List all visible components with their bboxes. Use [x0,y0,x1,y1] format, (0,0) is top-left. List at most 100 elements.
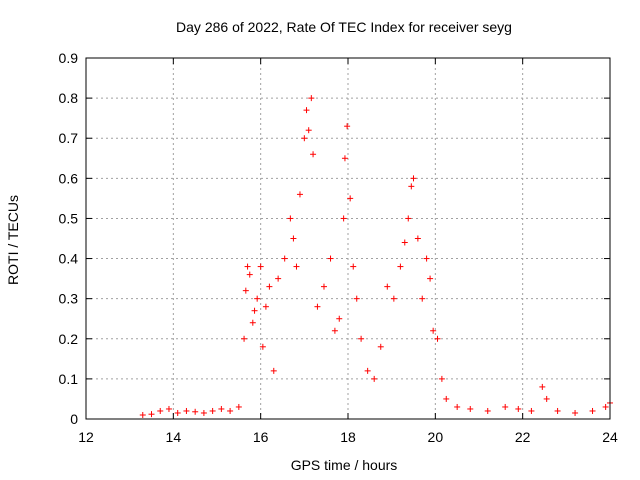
data-point [408,183,415,190]
data-point [336,315,343,322]
y-tick-label: 0.1 [59,371,79,387]
x-tick-label: 22 [515,429,531,445]
data-point [502,403,509,410]
data-point [254,295,261,302]
data-point [227,407,234,414]
data-point [589,407,596,414]
data-point [454,403,461,410]
data-point [218,405,225,412]
y-tick-label: 0.3 [59,291,79,307]
y-tick-label: 0.6 [59,170,79,186]
data-point [430,327,437,334]
x-tick-label: 16 [253,429,269,445]
data-point [266,283,273,290]
data-point [257,263,264,270]
data-point [139,411,146,418]
data-point [192,408,199,415]
data-point [434,335,441,342]
plot-frame [85,57,611,420]
data-point [259,343,266,350]
data-point [308,95,315,102]
axis-ticks: 0 0.1 0.2 0.3 0.4 0.5 0.6 0.7 0.8 0.9 12 14 16 18 20 22… [59,50,618,445]
y-tick-label: 0.4 [59,251,79,267]
data-point [275,275,282,282]
data-point [270,367,277,374]
data-point [539,383,546,390]
data-point [401,239,408,246]
data-point [405,215,412,222]
data-point [350,263,357,270]
data-point [287,215,294,222]
y-axis-label: ROTI / TECUs [5,195,21,285]
data-point [320,283,327,290]
data-point [419,295,426,302]
data-point [157,407,164,414]
data-point [251,307,258,314]
data-point [384,283,391,290]
y-tick-label: 0.8 [59,90,79,106]
chart-title: Day 286 of 2022, Rate Of TEC Index for r… [176,19,512,35]
data-point [209,407,216,414]
data-points [139,95,613,418]
data-point [397,263,404,270]
data-point [241,335,248,342]
data-point [165,405,172,412]
y-tick-label: 0 [70,411,78,427]
data-point [314,303,321,310]
data-point [484,407,491,414]
x-tick-label: 12 [78,429,94,445]
data-point [290,235,297,242]
data-point [353,295,360,302]
data-point [358,335,365,342]
data-point [148,411,155,418]
data-point [515,405,522,412]
data-point [410,175,417,182]
data-point [414,235,421,242]
data-point [174,409,181,416]
data-point [242,287,249,294]
data-point [341,155,348,162]
y-tick-label: 0.5 [59,210,79,226]
x-tick-label: 18 [340,429,356,445]
data-point [438,375,445,382]
data-point [183,407,190,414]
data-point [528,407,535,414]
data-point [572,409,579,416]
data-point [331,327,338,334]
data-point [246,271,253,278]
data-point [310,151,317,158]
data-point [244,263,251,270]
data-point [543,395,550,402]
data-point [602,403,609,410]
grid-lines [86,58,610,419]
x-tick-label: 20 [428,429,444,445]
data-point [296,191,303,198]
data-point [423,255,430,262]
data-point [293,263,300,270]
data-point [305,127,312,134]
data-point [554,407,561,414]
data-point [281,255,288,262]
data-point [390,295,397,302]
data-point [327,255,334,262]
data-point [200,409,207,416]
x-axis-label: GPS time / hours [291,457,398,473]
data-point [303,107,310,114]
data-point [262,303,269,310]
y-tick-label: 0.9 [59,50,79,66]
data-point [377,343,384,350]
data-point [427,275,434,282]
data-point [301,135,308,142]
data-point [344,123,351,130]
y-tick-label: 0.2 [59,331,79,347]
data-point [443,395,450,402]
data-point [235,403,242,410]
y-tick-label: 0.7 [59,130,79,146]
data-point [467,405,474,412]
data-point [371,375,378,382]
data-point [364,367,371,374]
data-point [249,319,256,326]
x-tick-label: 14 [166,429,182,445]
x-tick-label: 24 [602,429,618,445]
